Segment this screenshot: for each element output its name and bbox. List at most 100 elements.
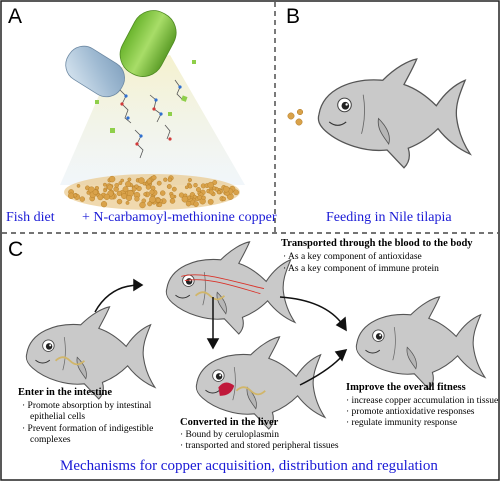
feed-pellet [212, 186, 217, 191]
feed-pellet [76, 184, 81, 188]
fish-liver [195, 336, 326, 430]
feed-pellet [151, 175, 157, 181]
molecule-atoms-blue [124, 85, 182, 138]
feed-pellet [149, 196, 156, 203]
blue-capsule [65, 45, 125, 98]
intestine-item: epithelial cells [30, 412, 86, 422]
feed-pellet [103, 188, 107, 193]
feed-pellet [134, 184, 139, 189]
floating-particles [95, 60, 196, 133]
panel-a-letter: A [8, 5, 23, 28]
transport-title: Transported through the blood to the bod… [281, 238, 473, 249]
feed-pellet [107, 184, 113, 191]
tilapia-fish [317, 58, 471, 169]
feed-pellet [92, 189, 99, 195]
liver-item: · Bound by ceruloplasmin [180, 430, 279, 440]
green-capsule [119, 10, 177, 77]
feed-pellet [157, 202, 163, 208]
feed-pellet [159, 190, 166, 196]
feed-pellet [122, 186, 129, 193]
feed-pellet [171, 186, 177, 192]
feed-pellet [169, 194, 175, 199]
panel-b-caption: Feeding in Nile tilapia [326, 210, 452, 225]
feed-pellet [184, 185, 189, 190]
feed-pellet [207, 198, 214, 205]
feed-pellet [187, 184, 193, 189]
fish-healthy [355, 296, 486, 390]
feed-pellet [181, 195, 189, 203]
feed-pellet [145, 184, 151, 190]
feed-pellet [185, 200, 192, 207]
liver-title: Converted in the liver [180, 417, 279, 428]
feed-pellet [108, 175, 116, 183]
panel-c-caption: Mechanisms for copper acquisition, distr… [60, 458, 438, 474]
feed-pellet [193, 201, 199, 207]
feed-pellet [147, 201, 153, 207]
intestine-item: · Promote absorption by intestinal [22, 401, 152, 411]
fitness-item: · promote antioxidative responses [346, 407, 475, 417]
feed-pellet [125, 200, 130, 205]
feed-pellet [207, 181, 214, 189]
panel-c-illustration [25, 241, 486, 430]
pellet-pile [64, 174, 240, 210]
feed-pellet [149, 189, 155, 195]
feed-pellet [114, 182, 119, 188]
feed-pellet [143, 192, 148, 197]
feed-pellet [100, 201, 108, 208]
food-pellet [287, 112, 295, 120]
feed-pellet [233, 189, 239, 196]
feed-pellet [79, 196, 86, 202]
feed-pellet [167, 177, 173, 183]
feed-pellet [125, 181, 132, 188]
feed-pellet [125, 194, 132, 201]
liver-item: · transported and stored peripheral tiss… [180, 441, 339, 451]
feed-pellet [103, 182, 107, 187]
feed-pellet [116, 190, 122, 197]
feed-pellet [216, 190, 221, 195]
feed-pellet [193, 182, 198, 188]
feed-pellet [192, 194, 197, 199]
feed-pellet [142, 181, 147, 186]
feed-pellet [166, 184, 172, 189]
feed-pellet [118, 181, 123, 186]
fish-intestine [25, 306, 156, 400]
intestine-item: complexes [30, 435, 71, 445]
panel-a-illustration [60, 10, 245, 210]
feed-pellet [103, 193, 110, 200]
feed-pellet [208, 189, 214, 195]
feed-pellet [97, 194, 104, 201]
feed-pellet [221, 196, 227, 202]
feed-pellet [222, 185, 230, 193]
feed-pellet [169, 198, 176, 204]
feed-pellet [141, 198, 147, 204]
feed-pellet [186, 195, 191, 200]
feed-pellet [127, 177, 132, 182]
panel-c-letter: C [8, 238, 24, 261]
flow-arrows [94, 278, 348, 386]
feed-pellet [138, 177, 145, 184]
feed-pellet [67, 192, 75, 200]
food-pellet [296, 108, 304, 116]
feed-pellet [116, 198, 123, 205]
fitness-item: · regulate immunity response [346, 418, 458, 428]
feed-pellet [155, 197, 161, 203]
fish-blood [165, 241, 296, 335]
intestine-item: · Prevent formation of indigestible [22, 424, 154, 434]
feed-pellet [156, 180, 162, 186]
intestine-title: Enter in the intestine [18, 387, 113, 398]
feed-pellet [120, 178, 124, 183]
feed-pellet [73, 193, 78, 198]
panel-b-illustration [287, 58, 471, 169]
feed-pellet [187, 177, 192, 182]
feed-pellet [201, 195, 206, 201]
feed-pellet [121, 193, 128, 200]
panel-b-letter: B [286, 5, 301, 28]
fitness-item: · increase copper accumulation in tissue [346, 396, 499, 406]
feed-pellet [197, 195, 203, 200]
panel-a-caption-diet: Fish diet [6, 210, 55, 225]
transport-item: · As a key component of antioxidase [283, 252, 422, 262]
feed-pellet [134, 196, 140, 202]
food-pellet [295, 118, 303, 126]
